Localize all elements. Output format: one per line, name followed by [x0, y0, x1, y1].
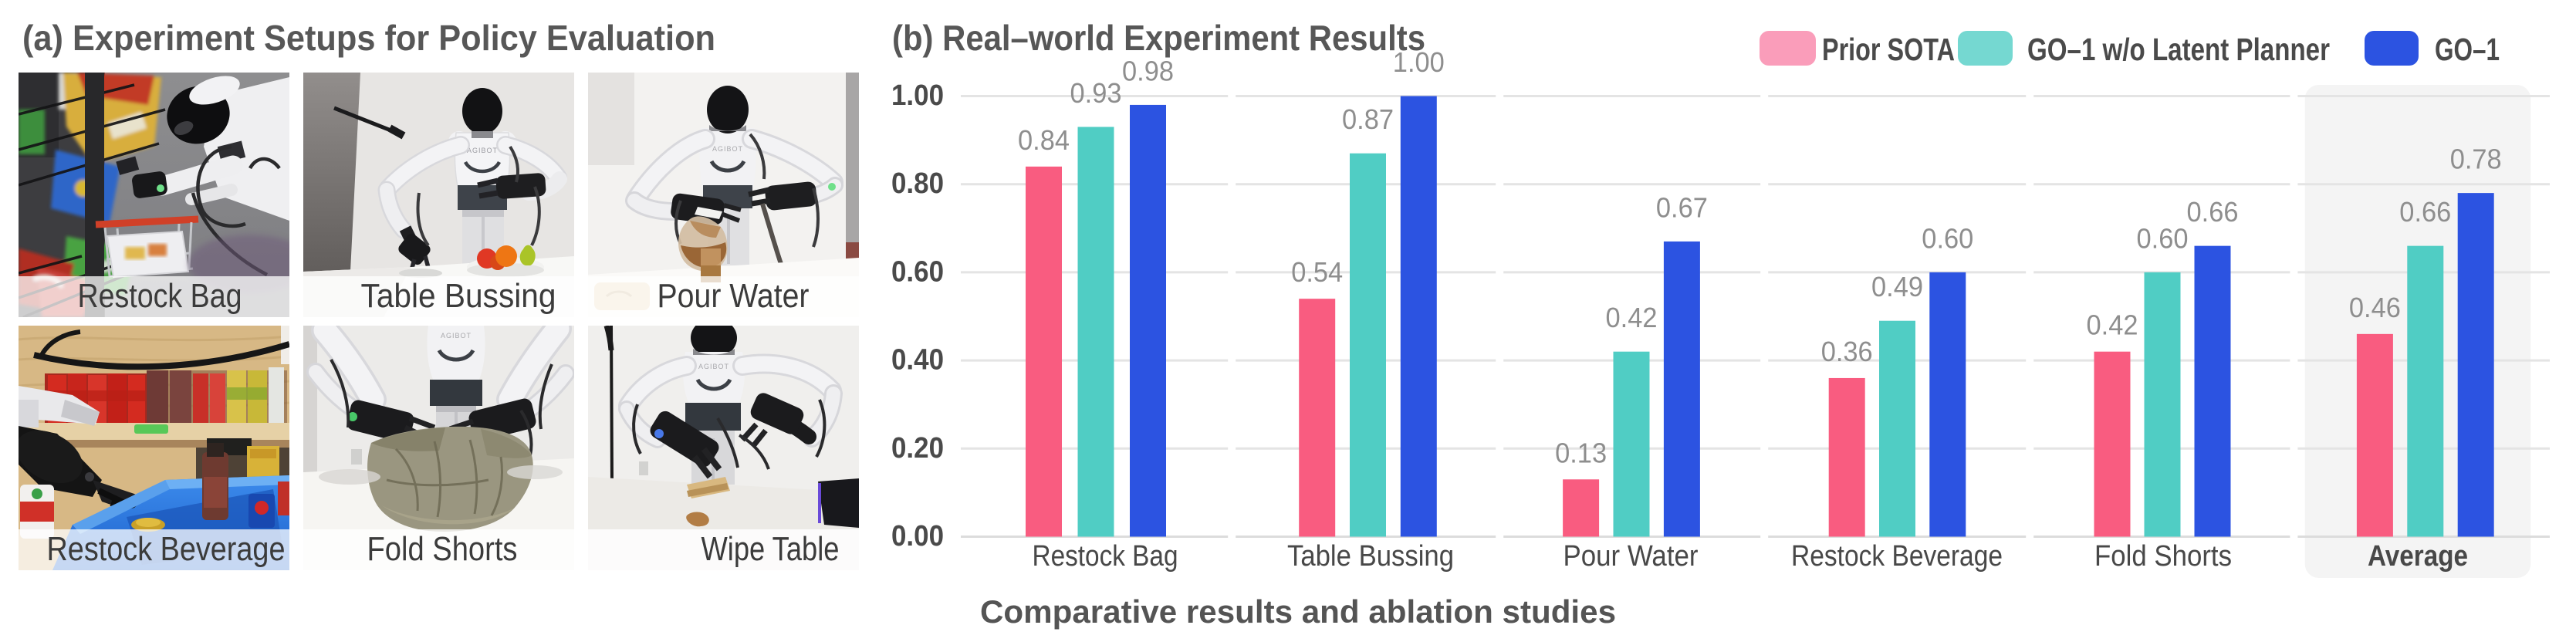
svg-text:AGIBOT: AGIBOT — [467, 147, 498, 154]
svg-text:(b) Real–world Experiment Resu: (b) Real–world Experiment Results — [892, 18, 1425, 58]
svg-text:Pour Water: Pour Water — [658, 277, 810, 315]
svg-text:0.87: 0.87 — [1342, 103, 1394, 135]
svg-text:0.60: 0.60 — [1922, 222, 1973, 254]
svg-text:AGIBOT: AGIBOT — [698, 363, 729, 370]
svg-text:1.00: 1.00 — [891, 79, 944, 112]
svg-text:Fold Shorts: Fold Shorts — [2094, 540, 2232, 573]
svg-text:Restock Beverage: Restock Beverage — [1791, 540, 2003, 573]
svg-text:0.42: 0.42 — [1606, 302, 1658, 333]
svg-text:Table Bussing: Table Bussing — [1287, 540, 1454, 573]
svg-text:0.60: 0.60 — [2137, 222, 2189, 254]
svg-text:0.93: 0.93 — [1070, 77, 1122, 109]
svg-text:0.84: 0.84 — [1018, 124, 1070, 156]
svg-text:GO–1 w/o Latent Planner: GO–1 w/o Latent Planner — [2027, 32, 2330, 67]
svg-text:Fold Shorts: Fold Shorts — [367, 530, 518, 568]
svg-text:0.00: 0.00 — [891, 520, 944, 552]
svg-text:Comparative results and ablati: Comparative results and ablation studies — [980, 593, 1616, 630]
svg-text:GO–1: GO–1 — [2435, 32, 2500, 67]
svg-text:0.98: 0.98 — [1122, 55, 1174, 86]
svg-text:0.36: 0.36 — [1821, 336, 1873, 367]
svg-text:0.66: 0.66 — [2399, 196, 2451, 228]
svg-text:0.60: 0.60 — [891, 255, 944, 288]
svg-text:0.40: 0.40 — [891, 344, 944, 377]
svg-text:0.54: 0.54 — [1291, 256, 1343, 288]
svg-text:0.46: 0.46 — [2349, 292, 2401, 323]
svg-text:AGIBOT: AGIBOT — [712, 145, 743, 153]
svg-text:(a) Experiment Setups for Poli: (a) Experiment Setups for Policy Evaluat… — [22, 18, 715, 58]
svg-text:Restock Bag: Restock Bag — [1033, 540, 1178, 573]
svg-text:Restock Bag: Restock Bag — [78, 277, 242, 315]
svg-text:Table Bussing: Table Bussing — [361, 277, 556, 315]
svg-text:0.13: 0.13 — [1555, 437, 1607, 468]
svg-text:0.20: 0.20 — [891, 432, 944, 465]
svg-text:0.42: 0.42 — [2087, 309, 2138, 341]
svg-text:0.78: 0.78 — [2450, 144, 2502, 175]
svg-text:0.66: 0.66 — [2187, 196, 2239, 228]
svg-text:Restock Beverage: Restock Beverage — [47, 530, 286, 568]
svg-text:AGIBOT: AGIBOT — [441, 332, 472, 340]
svg-text:1.00: 1.00 — [1393, 46, 1445, 78]
svg-text:Average: Average — [2368, 540, 2468, 573]
svg-text:Wipe Table: Wipe Table — [701, 530, 840, 568]
svg-text:0.67: 0.67 — [1656, 191, 1708, 223]
svg-text:0.49: 0.49 — [1871, 271, 1923, 302]
svg-text:Prior SOTA: Prior SOTA — [1822, 32, 1955, 67]
svg-text:Pour Water: Pour Water — [1564, 540, 1699, 573]
svg-text:0.80: 0.80 — [891, 167, 944, 200]
